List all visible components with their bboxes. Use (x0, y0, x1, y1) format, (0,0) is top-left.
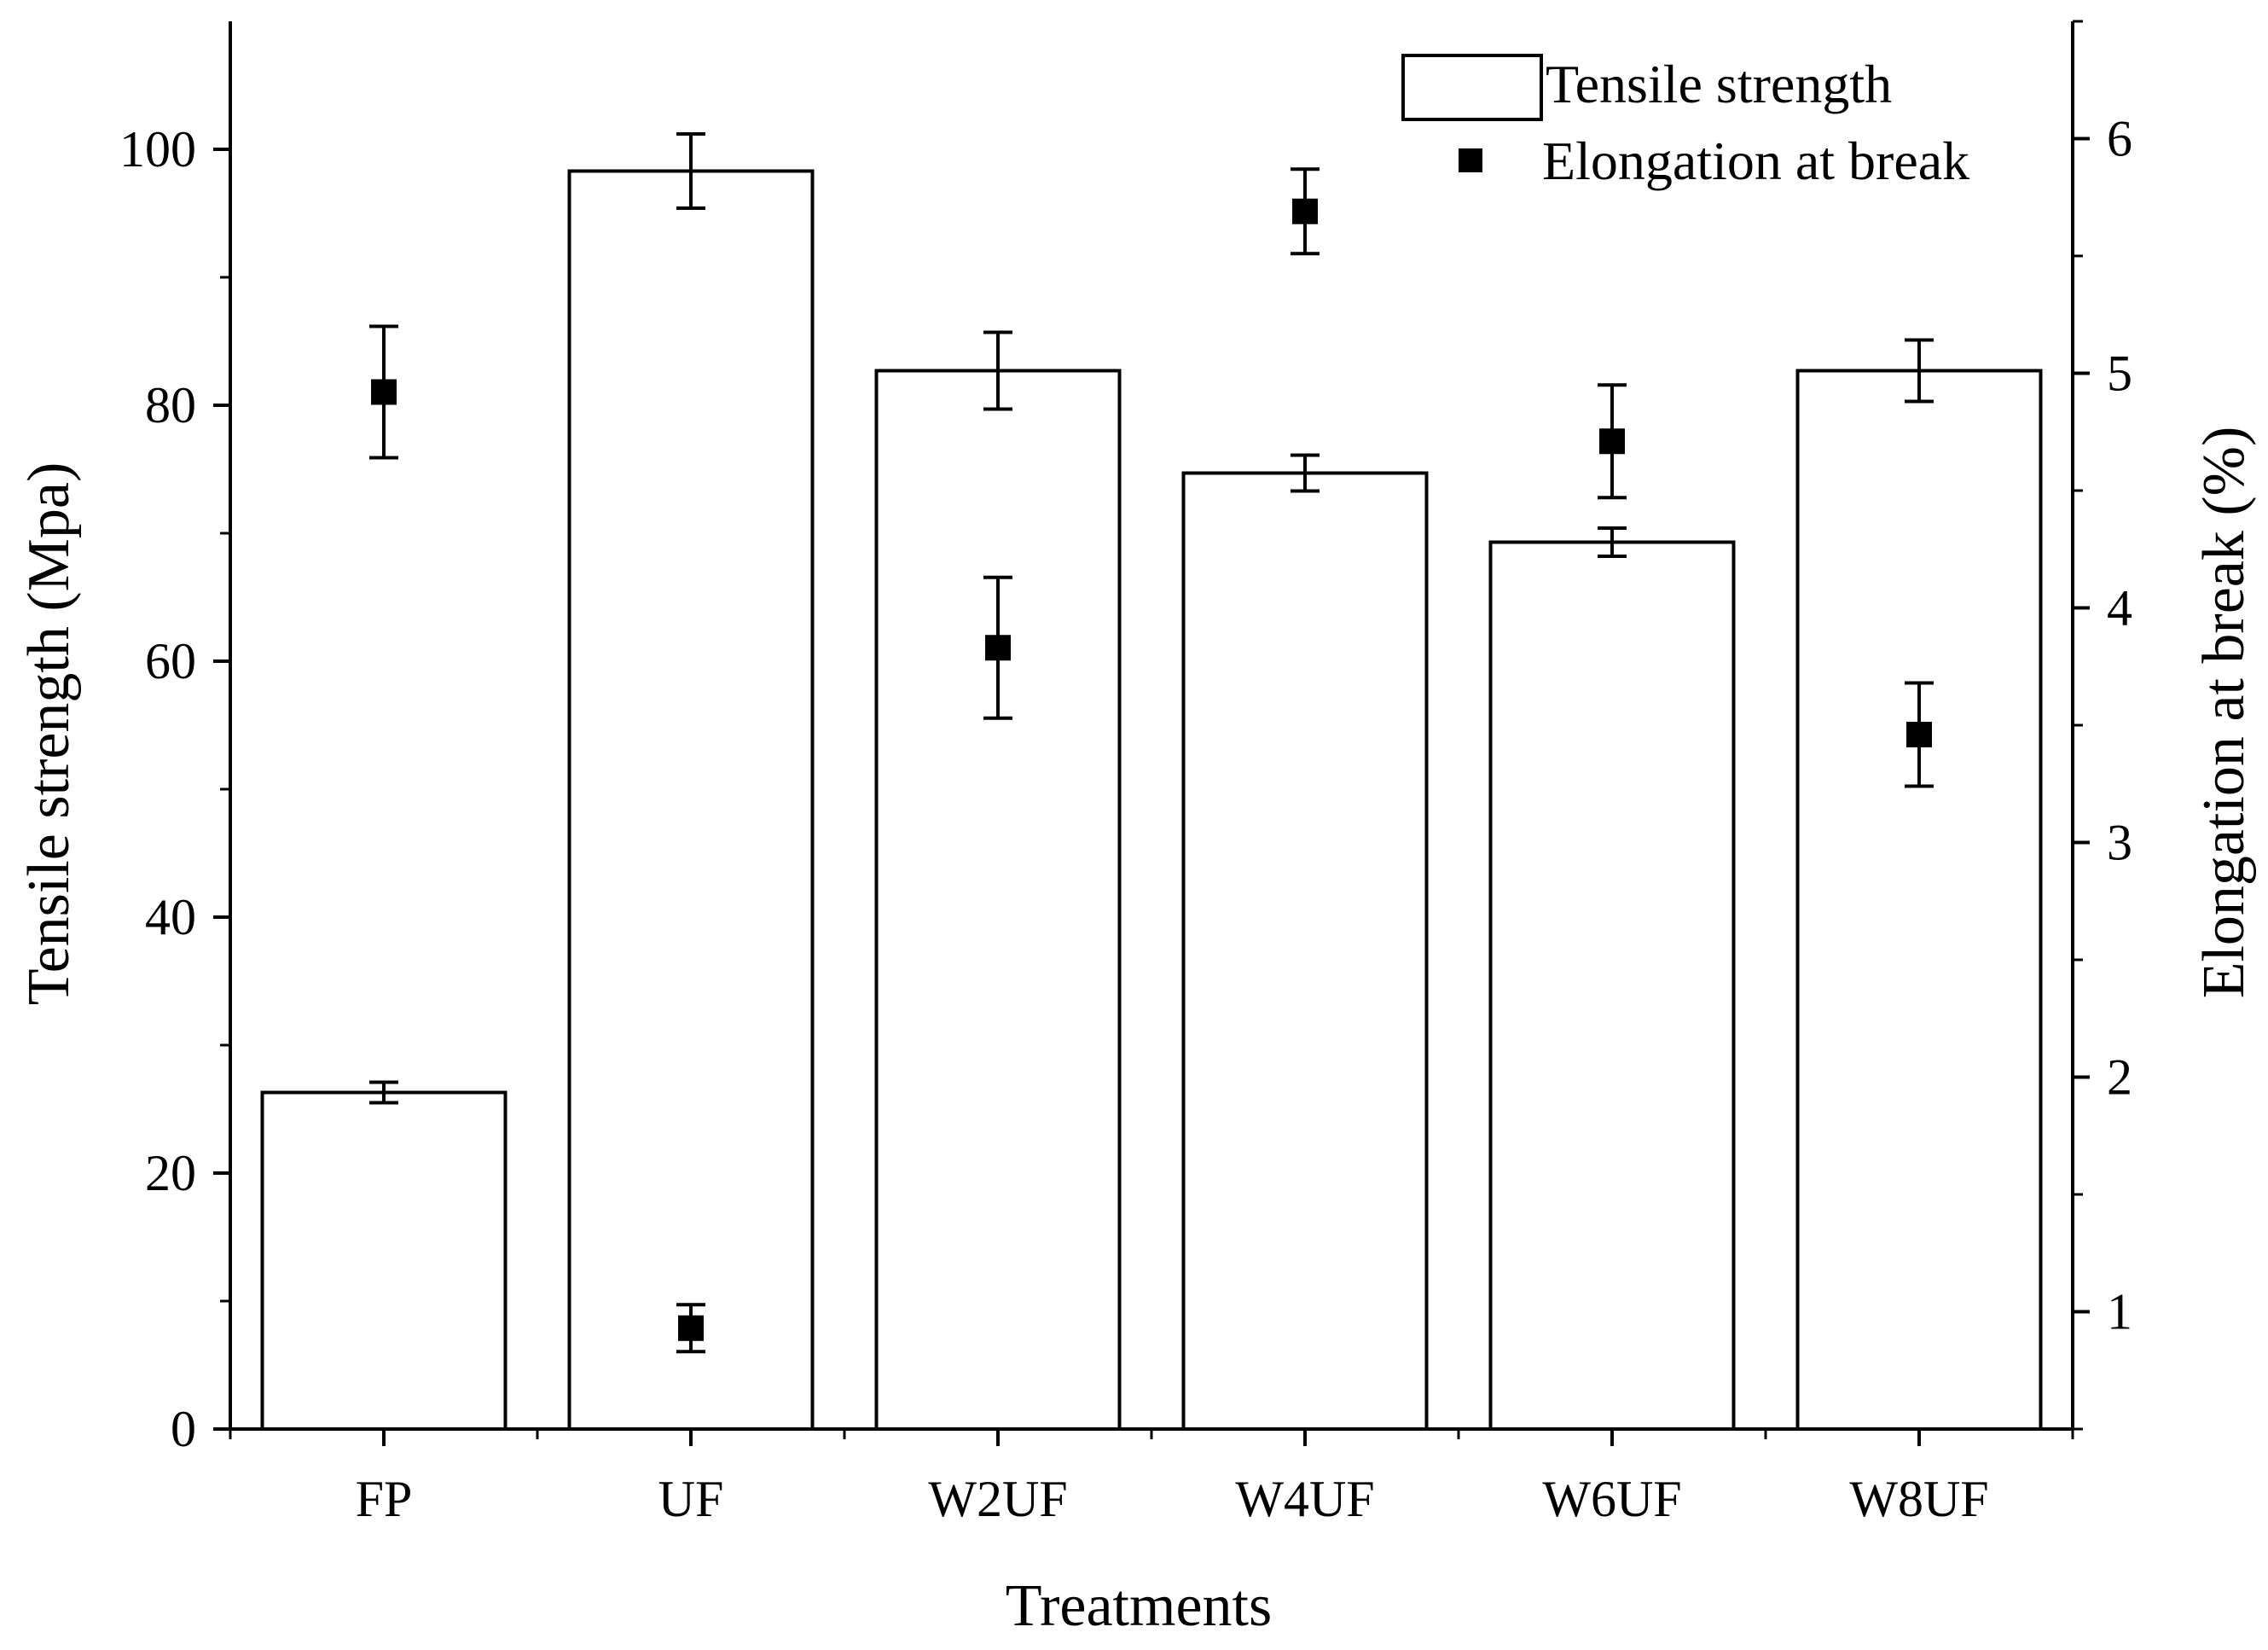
bar-w2uf (874, 369, 1122, 1431)
point-fp (371, 379, 397, 405)
x-tick-label-fp: FP (356, 1471, 413, 1527)
bar-w4uf (1181, 471, 1429, 1431)
y-left-tick-label: 100 (119, 121, 196, 177)
y-left-tick-label: 80 (145, 377, 196, 433)
point-w8uf (1906, 722, 1932, 747)
legend-marker-elongation (1459, 148, 1482, 172)
y-left-tick-label: 40 (145, 889, 196, 945)
y-axis-left-title: Tensile strength (Mpa) (16, 462, 82, 1006)
point-w6uf (1599, 428, 1625, 455)
scatter-series (369, 167, 1934, 1354)
y-right-tick-label: 3 (2107, 815, 2132, 871)
y-right-tick-label: 2 (2107, 1049, 2132, 1106)
y-right-tick-label: 5 (2107, 346, 2132, 402)
bar-w8uf (1795, 369, 2043, 1431)
x-tick-label-uf: UF (658, 1471, 724, 1527)
axes: 0 20 40 60 80 100 1 2 3 4 5 6 FP UF W2UF W4UF W6UF W8UF (119, 20, 2132, 1527)
x-tick-label-w4uf: W4UF (1235, 1471, 1374, 1527)
y-right-tick-label: 4 (2107, 580, 2132, 636)
x-tick-label-w8uf: W8UF (1849, 1471, 1988, 1527)
x-tick-label-w2uf: W2UF (928, 1471, 1067, 1527)
bar-uf (567, 169, 815, 1431)
y-left-tick-label: 0 (171, 1401, 196, 1457)
point-w4uf (1292, 198, 1318, 224)
y-right-tick-label: 1 (2107, 1284, 2132, 1340)
legend: Tensile strength Elongation at break (1401, 54, 1969, 191)
point-uf (678, 1315, 704, 1341)
y-left-tick-label: 20 (145, 1145, 196, 1201)
bar-fp (260, 1090, 508, 1431)
legend-label-tensile-strength: Tensile strength (1546, 54, 1892, 114)
point-w2uf (985, 635, 1011, 661)
y-axis-right-title: Elongation at break (%) (2191, 427, 2257, 999)
x-tick-label-w6uf: W6UF (1542, 1471, 1681, 1527)
bar-w6uf (1488, 540, 1736, 1431)
legend-swatch-tensile-strength (1401, 54, 1543, 121)
bar-series (260, 132, 2043, 1431)
y-left-tick-label: 60 (145, 633, 196, 689)
y-right-tick-label: 6 (2107, 111, 2132, 167)
legend-label-elongation: Elongation at break (1542, 131, 1969, 191)
x-axis-title: Treatments (1006, 1573, 1272, 1639)
